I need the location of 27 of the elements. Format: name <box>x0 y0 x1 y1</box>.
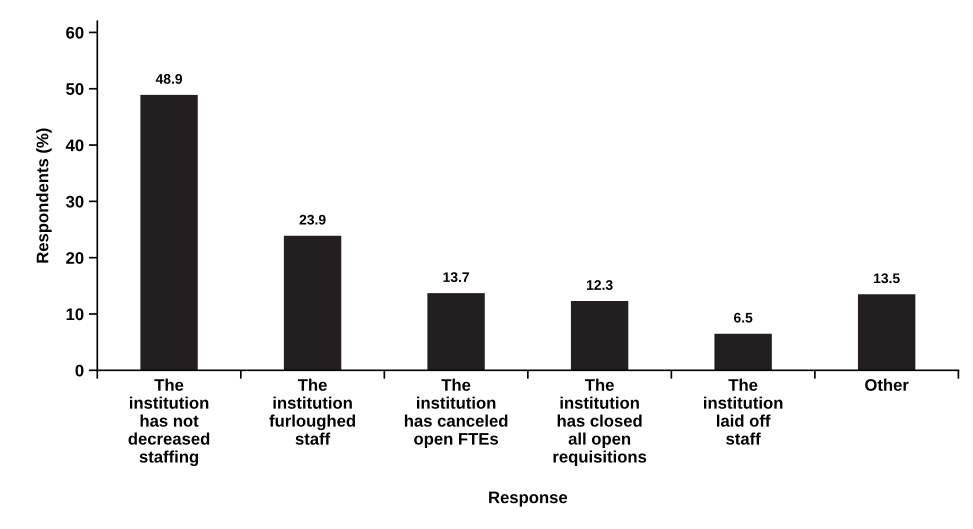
data-label: 13.7 <box>443 272 469 282</box>
y-tick-label: 50 <box>66 83 84 95</box>
data-label: 23.9 <box>300 214 326 225</box>
x-tick-label: The institution has closed all open requisitions <box>553 378 646 466</box>
y-tick-label: 60 <box>66 26 84 39</box>
x-axis-title: Response <box>489 492 568 507</box>
data-label: 13.5 <box>874 273 900 284</box>
x-tick-label: Other <box>865 378 909 391</box>
bar <box>714 334 772 370</box>
y-tick-label: 10 <box>66 308 84 320</box>
x-tick-label: The institution has not decreased staffing <box>128 378 210 466</box>
y-tick-label: 20 <box>66 252 84 264</box>
data-label: 6.5 <box>734 312 752 323</box>
y-axis-title: Respondents (%) <box>36 128 52 263</box>
bar <box>427 293 485 370</box>
y-tick-label: 40 <box>66 139 84 152</box>
x-tick-label: The institution laid off staff <box>704 378 782 445</box>
data-label: 12.3 <box>586 280 613 290</box>
bar <box>570 301 628 370</box>
data-label: 48.9 <box>156 74 182 84</box>
bar <box>284 236 342 370</box>
y-tick-label: 30 <box>66 196 84 208</box>
bar <box>858 294 916 370</box>
x-tick-label: The institution has canceled open FTEs <box>404 378 508 448</box>
x-tick-label: The institution furloughed staff <box>269 378 355 445</box>
bar <box>140 94 198 370</box>
y-tick-label: 0 <box>75 364 84 377</box>
